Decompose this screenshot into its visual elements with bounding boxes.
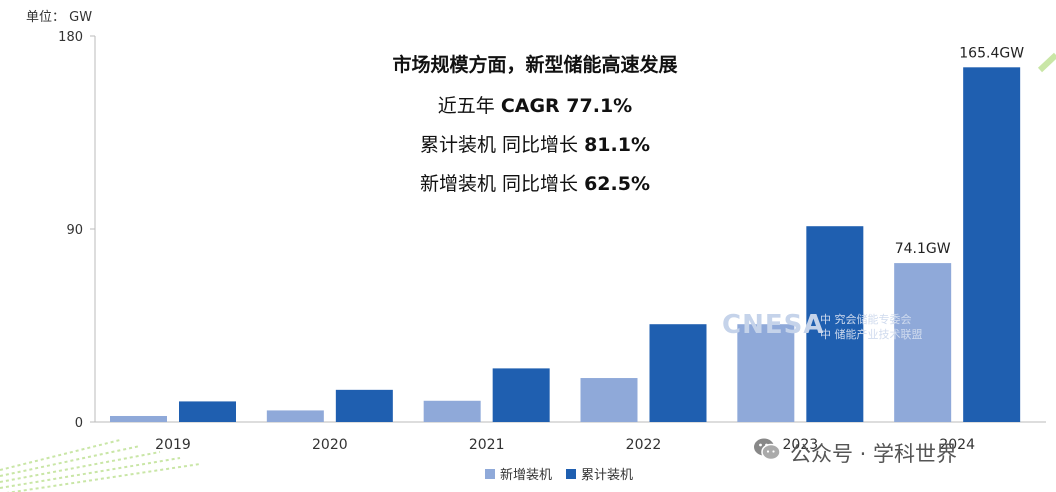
decorative-stripe [6, 463, 201, 492]
watermark-subtext: 中 究会储能专委会 中 储能产业技术联盟 [820, 312, 923, 342]
y-tick-label: 0 [75, 416, 83, 431]
x-tick-label: 2022 [626, 437, 662, 453]
decorative-stripes [0, 52, 1056, 492]
bar-cumulative-2021 [492, 368, 550, 422]
watermark-sub-line1: 中 究会储能专委会 [820, 313, 912, 326]
x-tick-label: 2021 [469, 437, 505, 453]
decorative-stripe [1037, 52, 1056, 73]
y-tick-label: 90 [66, 223, 83, 238]
data-label: 74.1GW [895, 241, 951, 257]
bar-cumulative-2023 [806, 226, 864, 422]
x-tick-label: 2019 [155, 437, 191, 453]
x-tick-label: 2024 [939, 437, 975, 453]
decorative-stripe [0, 451, 161, 483]
bar-cumulative-2022 [649, 324, 707, 422]
bar-new-2020 [266, 410, 324, 422]
headline-cagr-value: CAGR 77.1% [500, 95, 633, 117]
chart-legend: 新增装机 累计装机 [485, 464, 647, 483]
headline-new-prefix: 新增装机 同比增长 [419, 173, 585, 195]
decorative-stripe [0, 439, 121, 471]
decorative-stripe [0, 445, 141, 477]
bar-new-2023 [737, 324, 795, 422]
headline-cumulative-value: 81.1% [584, 134, 650, 156]
bar-cumulative-2024 [963, 67, 1021, 422]
headline-cagr: 近五年 CAGR 77.1% [340, 91, 730, 118]
legend-item-new: 新增装机 [485, 464, 552, 483]
legend-label-new: 新增装机 [500, 468, 553, 483]
watermark-logo: CNESA [722, 310, 825, 340]
legend-swatch-cumulative [566, 468, 577, 479]
headline-cagr-prefix: 近五年 [437, 95, 501, 117]
headline-cumulative: 累计装机 同比增长 81.1% [340, 130, 730, 157]
headline-new: 新增装机 同比增长 62.5% [340, 169, 730, 196]
headline-new-value: 62.5% [584, 173, 650, 195]
legend-label-cumulative: 累计装机 [581, 468, 634, 483]
bar-cumulative-2020 [335, 389, 393, 422]
y-tick-label: 180 [58, 30, 83, 45]
unit-label: 单位： GW [26, 10, 93, 25]
legend-item-cumulative: 累计装机 [566, 464, 633, 483]
bar-cumulative-2019 [179, 401, 236, 422]
chart-labels: 2019 2020 2021 2022 2023 2024 74.1GW 165.4GW [155, 45, 1024, 453]
chart-axes: 0 90 180 [58, 30, 1046, 431]
data-label: 165.4GW [959, 45, 1024, 61]
watermark-sub-line2: 中 储能产业技术联盟 [820, 328, 923, 341]
decorative-stripe [0, 457, 181, 489]
footer-mark: 公众号 · 学科世界 [790, 442, 958, 466]
headline-cumulative-prefix: 累计装机 同比增长 [419, 134, 585, 156]
legend-swatch-new [485, 468, 495, 479]
bar-new-2019 [110, 415, 167, 422]
x-tick-label: 2020 [312, 437, 348, 453]
bar-new-2021 [423, 400, 481, 422]
chart-bars [110, 67, 1021, 422]
x-tick-label: 2023 [783, 437, 819, 453]
bar-new-2024 [894, 263, 952, 422]
headline-title: 市场规模方面，新型储能高速发展 [392, 54, 678, 76]
bar-new-2022 [580, 378, 638, 422]
wechat-icon [754, 438, 781, 461]
headline-box: 市场规模方面，新型储能高速发展 近五年 CAGR 77.1% 累计装机 同比增长… [340, 50, 730, 208]
